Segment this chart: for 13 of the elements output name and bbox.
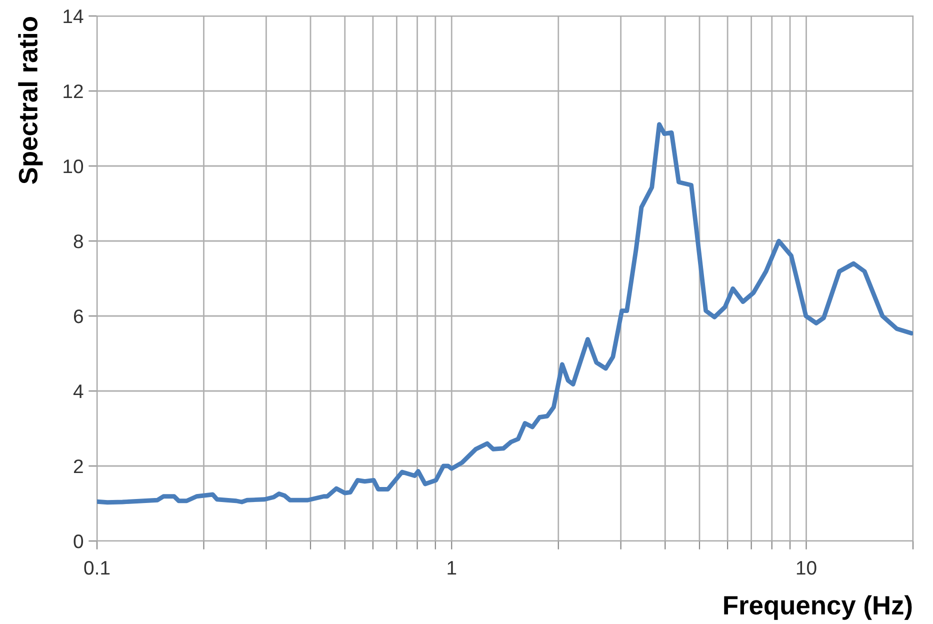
y-tick-label: 12 bbox=[64, 84, 83, 98]
y-axis-title: Spectral ratio bbox=[18, 17, 43, 184]
y-tick-label: 14 bbox=[64, 10, 84, 24]
y-tick-label: 4 bbox=[73, 384, 84, 398]
y-tick-label: 2 bbox=[74, 459, 83, 474]
x-tick-label: 10 bbox=[796, 560, 816, 575]
y-tick-label: 0 bbox=[74, 534, 84, 548]
x-tick-label: 1 bbox=[448, 561, 456, 575]
y-tick-label: 10 bbox=[64, 159, 84, 174]
x-tick-label: 0.1 bbox=[84, 560, 110, 575]
y-tick-label: 8 bbox=[74, 234, 83, 248]
y-tick-label: 6 bbox=[74, 309, 83, 324]
x-axis-title: Frequency (Hz) bbox=[724, 595, 912, 620]
